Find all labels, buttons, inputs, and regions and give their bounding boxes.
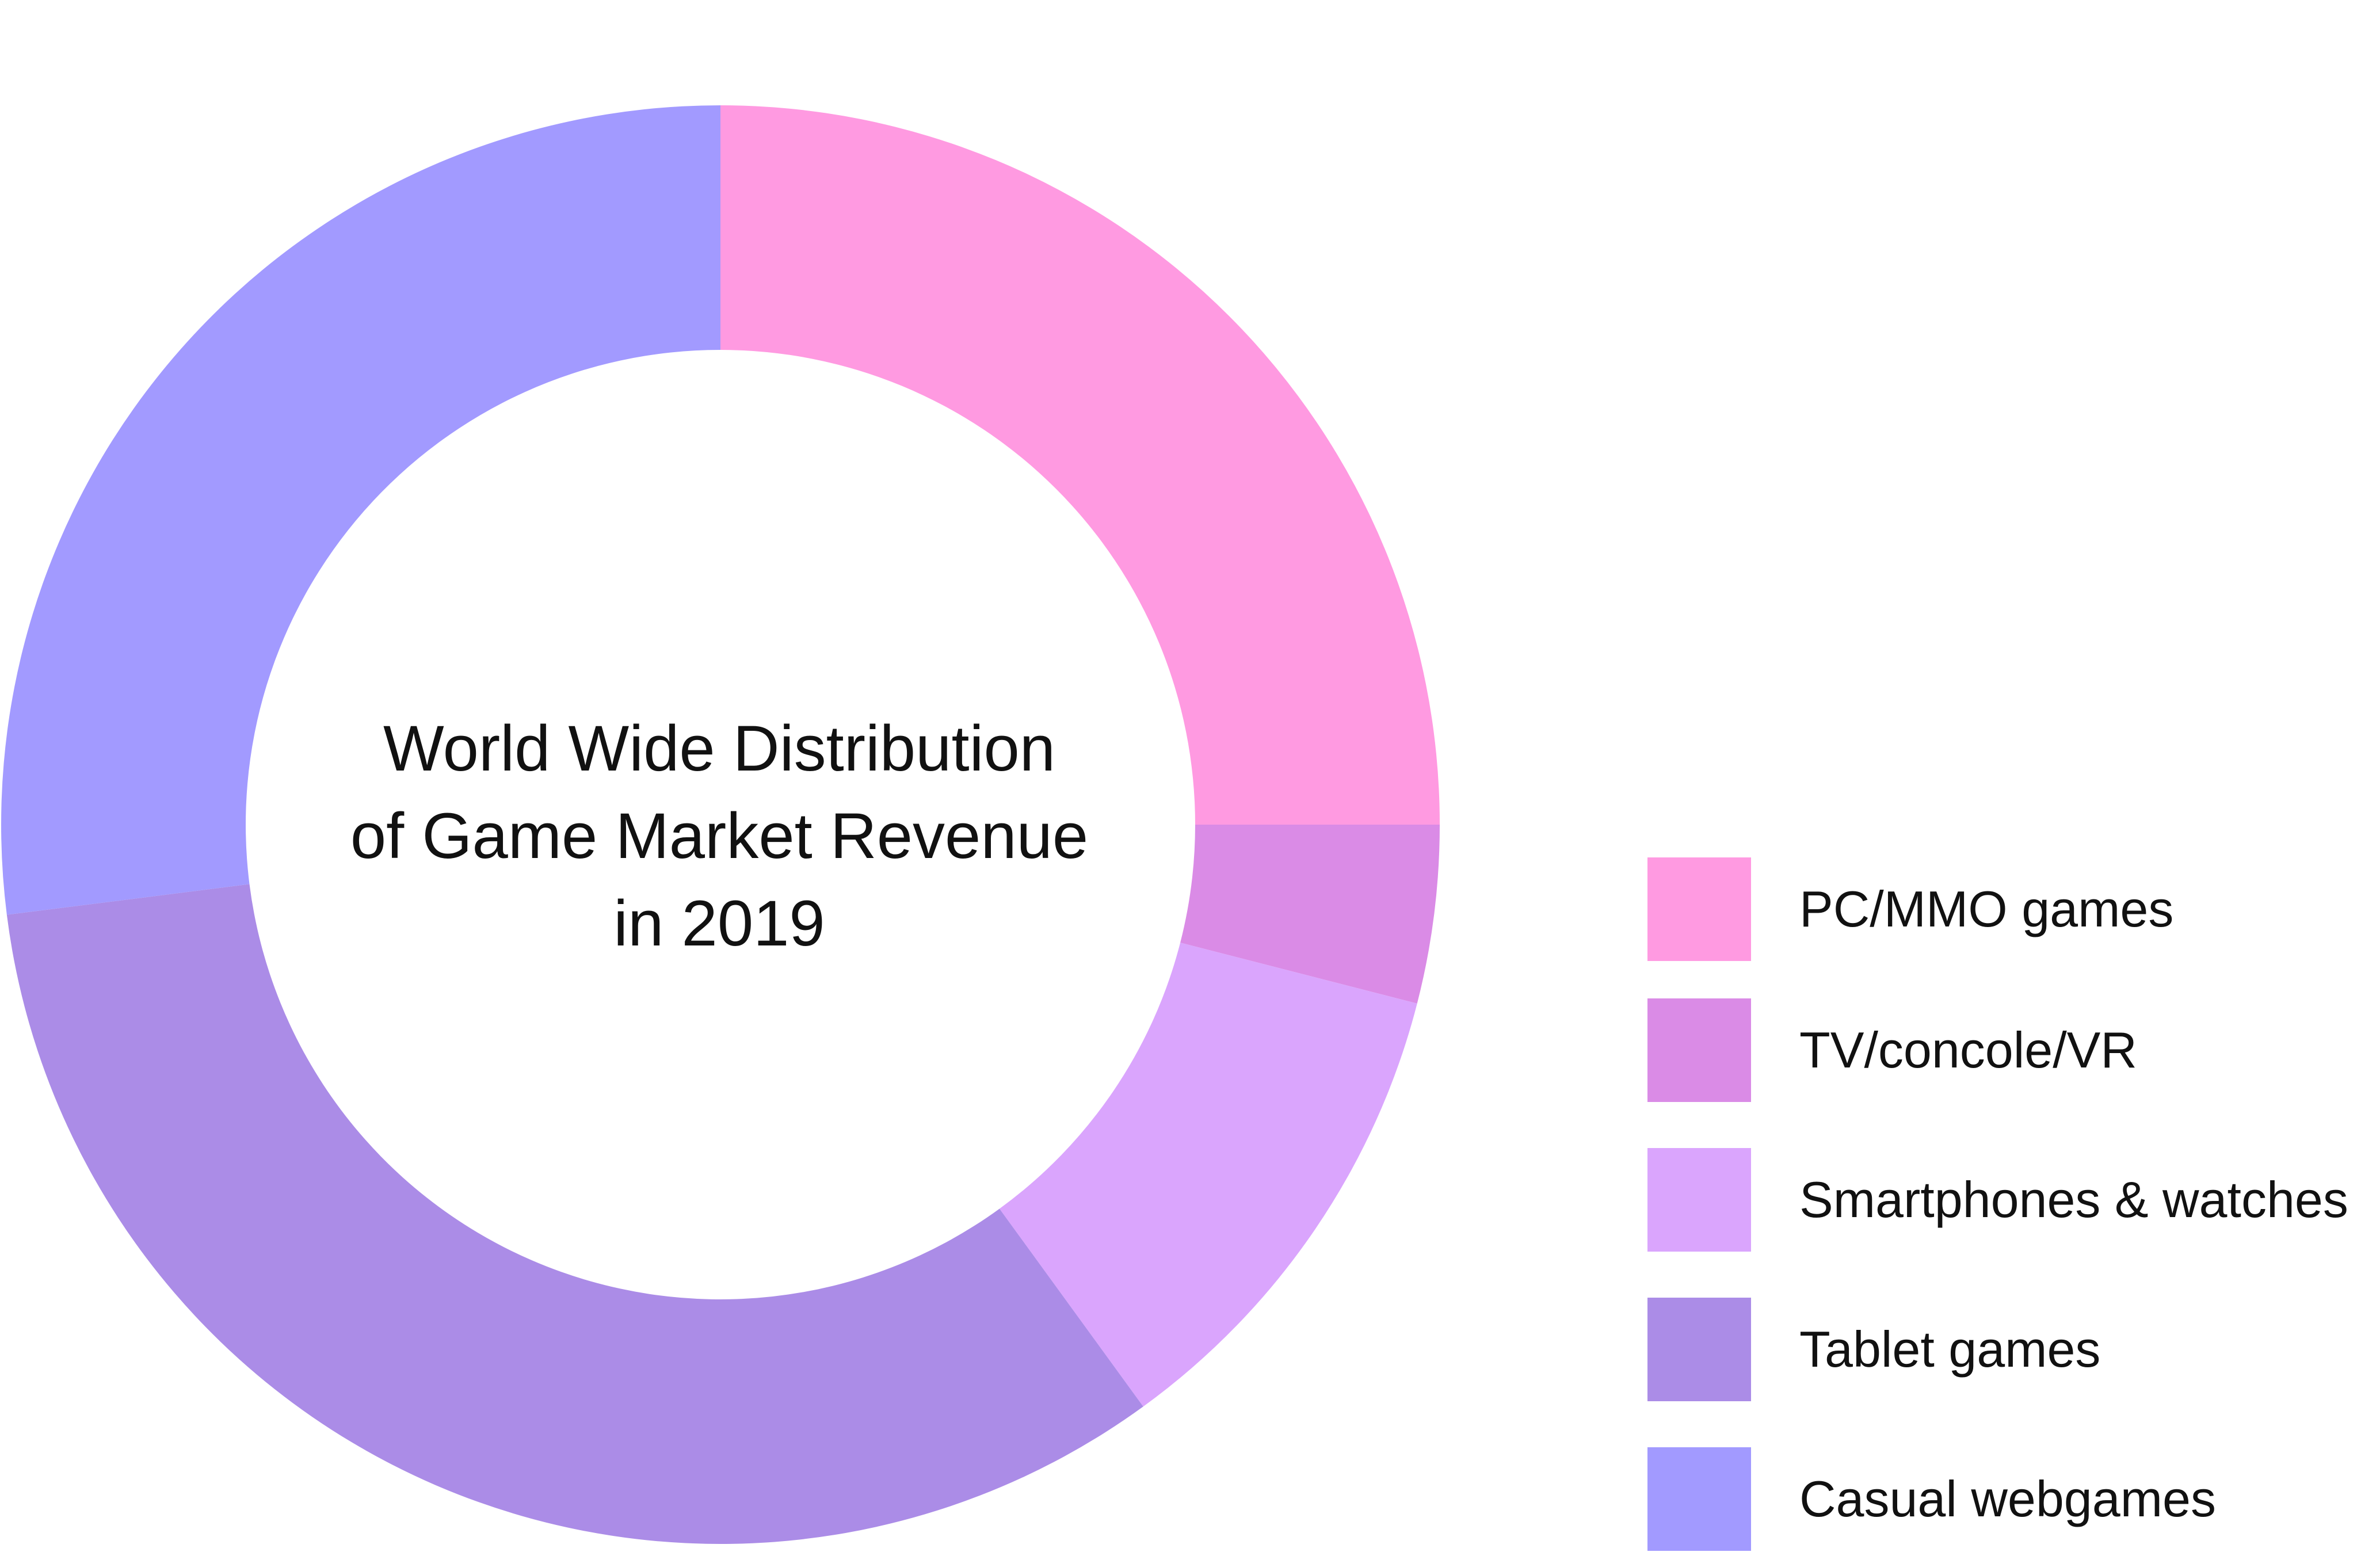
chart-title: World Wide Distribution of Game Market R… [322, 705, 1116, 967]
legend-item-pc-mmo: PC/MMO games [1647, 857, 2380, 961]
chart-title-line-3: in 2019 [613, 887, 825, 959]
legend-item-casual-webgames: Casual webgames [1647, 1447, 2380, 1551]
legend-swatch-casual-webgames [1647, 1447, 1751, 1551]
legend-swatch-tablet-games [1647, 1298, 1751, 1401]
legend-swatch-smartphones-watches [1647, 1148, 1751, 1252]
legend-swatch-tv-console-vr [1647, 998, 1751, 1102]
slice-tv-console-vr [1180, 825, 1440, 1004]
chart-title-line-2: of Game Market Revenue [350, 800, 1089, 872]
legend-label-smartphones-watches: Smartphones & watches [1799, 1171, 2348, 1228]
slice-pc-mmo [720, 105, 1440, 825]
slice-casual-webgames [1, 105, 721, 915]
donut-slices [1, 105, 1440, 1544]
legend-item-smartphones-watches: Smartphones & watches [1647, 1148, 2380, 1252]
legend-swatch-pc-mmo [1647, 857, 1751, 961]
legend-item-tablet-games: Tablet games [1647, 1298, 2380, 1401]
chart-title-line-1: World Wide Distribution [383, 712, 1056, 784]
legend-label-tv-console-vr: TV/concole/VR [1799, 1021, 2137, 1078]
legend-item-tv-console-vr: TV/concole/VR [1647, 998, 2380, 1102]
slice-smartphones-watches [999, 943, 1417, 1407]
legend-label-tablet-games: Tablet games [1799, 1321, 2101, 1378]
slice-tablet-games [6, 884, 1143, 1544]
legend-label-pc-mmo: PC/MMO games [1799, 880, 2174, 937]
legend-label-casual-webgames: Casual webgames [1799, 1470, 2216, 1527]
